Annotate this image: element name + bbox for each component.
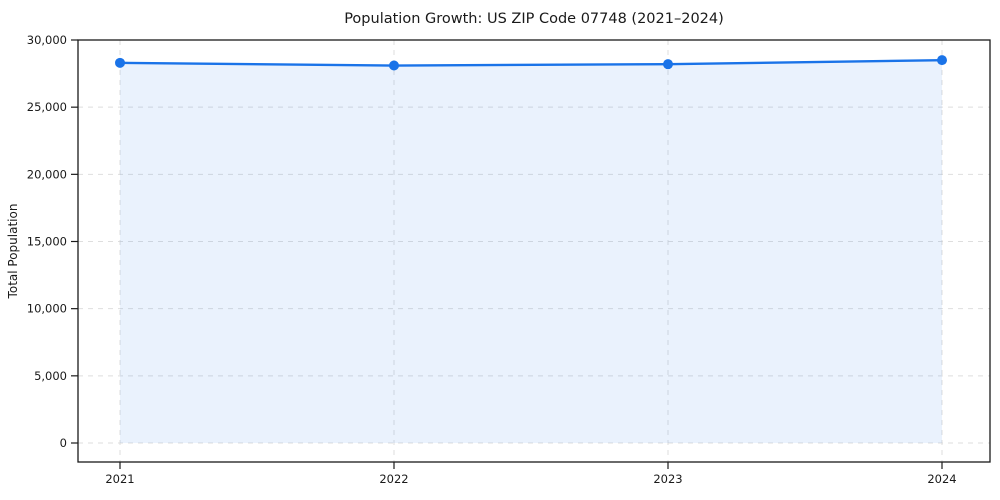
y-tick-label: 25,000 xyxy=(27,100,67,114)
y-axis-label: Total Population xyxy=(6,204,20,300)
plot-border xyxy=(77,39,991,463)
x-tick-label: 2024 xyxy=(927,472,956,486)
x-tick-label: 2021 xyxy=(105,472,134,486)
axes-and-ticks xyxy=(71,39,991,469)
x-tick-label: 2023 xyxy=(653,472,682,486)
data-point-2024 xyxy=(937,55,947,66)
y-tick-label: 10,000 xyxy=(27,302,67,316)
data-point-2022 xyxy=(389,60,399,71)
data-point-2021 xyxy=(115,57,125,68)
chart-title: Population Growth: US ZIP Code 07748 (20… xyxy=(344,11,724,27)
data-point-2023 xyxy=(663,59,673,70)
series-line xyxy=(118,58,944,67)
population-line-series xyxy=(115,55,947,444)
y-tick-label: 20,000 xyxy=(27,167,67,181)
y-tick-label: 0 xyxy=(60,436,67,450)
area-fill xyxy=(120,60,942,444)
x-tick-label: 2022 xyxy=(379,472,408,486)
y-tick-label: 5,000 xyxy=(34,369,67,383)
tick-labels: 2021 2022 2023 2024 0 5,000 10,000 15,000 20,000… xyxy=(27,33,957,486)
y-tick-label: 30,000 xyxy=(27,33,67,47)
y-tick-label: 15,000 xyxy=(27,235,67,249)
